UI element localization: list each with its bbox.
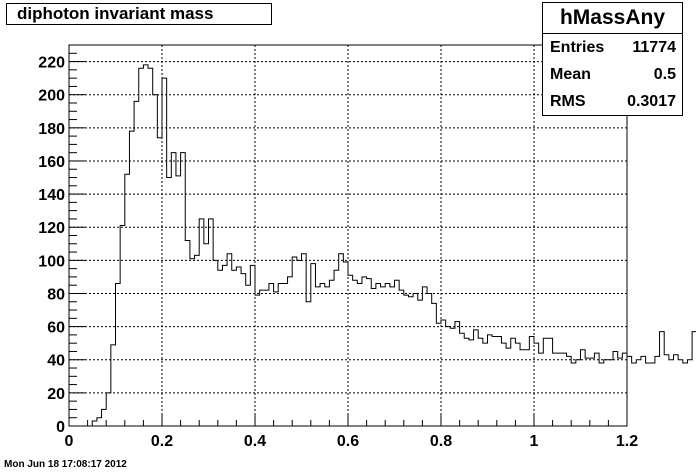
y-tick-label: 200	[38, 88, 65, 105]
x-tick-label: 1	[530, 433, 539, 450]
stats-value: 11774	[632, 39, 676, 56]
x-tick-label: 1.2	[616, 433, 638, 450]
stats-histogram-name: hMassAny	[543, 3, 682, 34]
x-tick-labels: 0 0.2 0.4 0.6 0.8 1 1.2	[65, 433, 639, 450]
stats-value: 0.3017	[627, 93, 676, 110]
y-tick-label: 20	[47, 386, 65, 403]
y-tick-label: 160	[38, 154, 65, 171]
timestamp: Mon Jun 18 17:08:17 2012	[4, 459, 127, 470]
stats-row-mean: Mean 0.5	[543, 61, 682, 88]
stats-label: Entries	[550, 39, 605, 56]
chart-title: diphoton invariant mass	[6, 3, 272, 25]
y-tick-label: 140	[38, 187, 65, 204]
y-tick-label: 0	[56, 419, 65, 436]
histogram-series-line	[69, 64, 696, 427]
x-tick-label: 0	[65, 433, 74, 450]
stats-label: Mean	[550, 66, 591, 83]
y-tick-label: 60	[47, 320, 65, 337]
stats-row-rms: RMS 0.3017	[543, 88, 682, 115]
stats-box: hMassAny Entries 11774 Mean 0.5 RMS 0.30…	[542, 2, 683, 116]
y-tick-label: 180	[38, 121, 65, 138]
x-tick-label: 0.8	[430, 433, 452, 450]
stats-value: 0.5	[653, 66, 676, 83]
grid-lines	[69, 45, 627, 426]
y-tick-label: 220	[38, 55, 65, 72]
y-tick-label: 100	[38, 253, 65, 270]
y-tick-label: 40	[47, 353, 65, 370]
x-tick-label: 0.6	[337, 433, 359, 450]
y-tick-labels: 0 20 40 60 80 100 120 140 160 180 200 220	[38, 55, 65, 436]
stats-label: RMS	[550, 93, 586, 110]
axes	[68, 44, 628, 427]
y-tick-label: 80	[47, 286, 65, 303]
x-tick-label: 0.4	[244, 433, 266, 450]
stats-row-entries: Entries 11774	[543, 34, 682, 61]
y-tick-label: 120	[38, 220, 65, 237]
x-tick-label: 0.2	[151, 433, 173, 450]
